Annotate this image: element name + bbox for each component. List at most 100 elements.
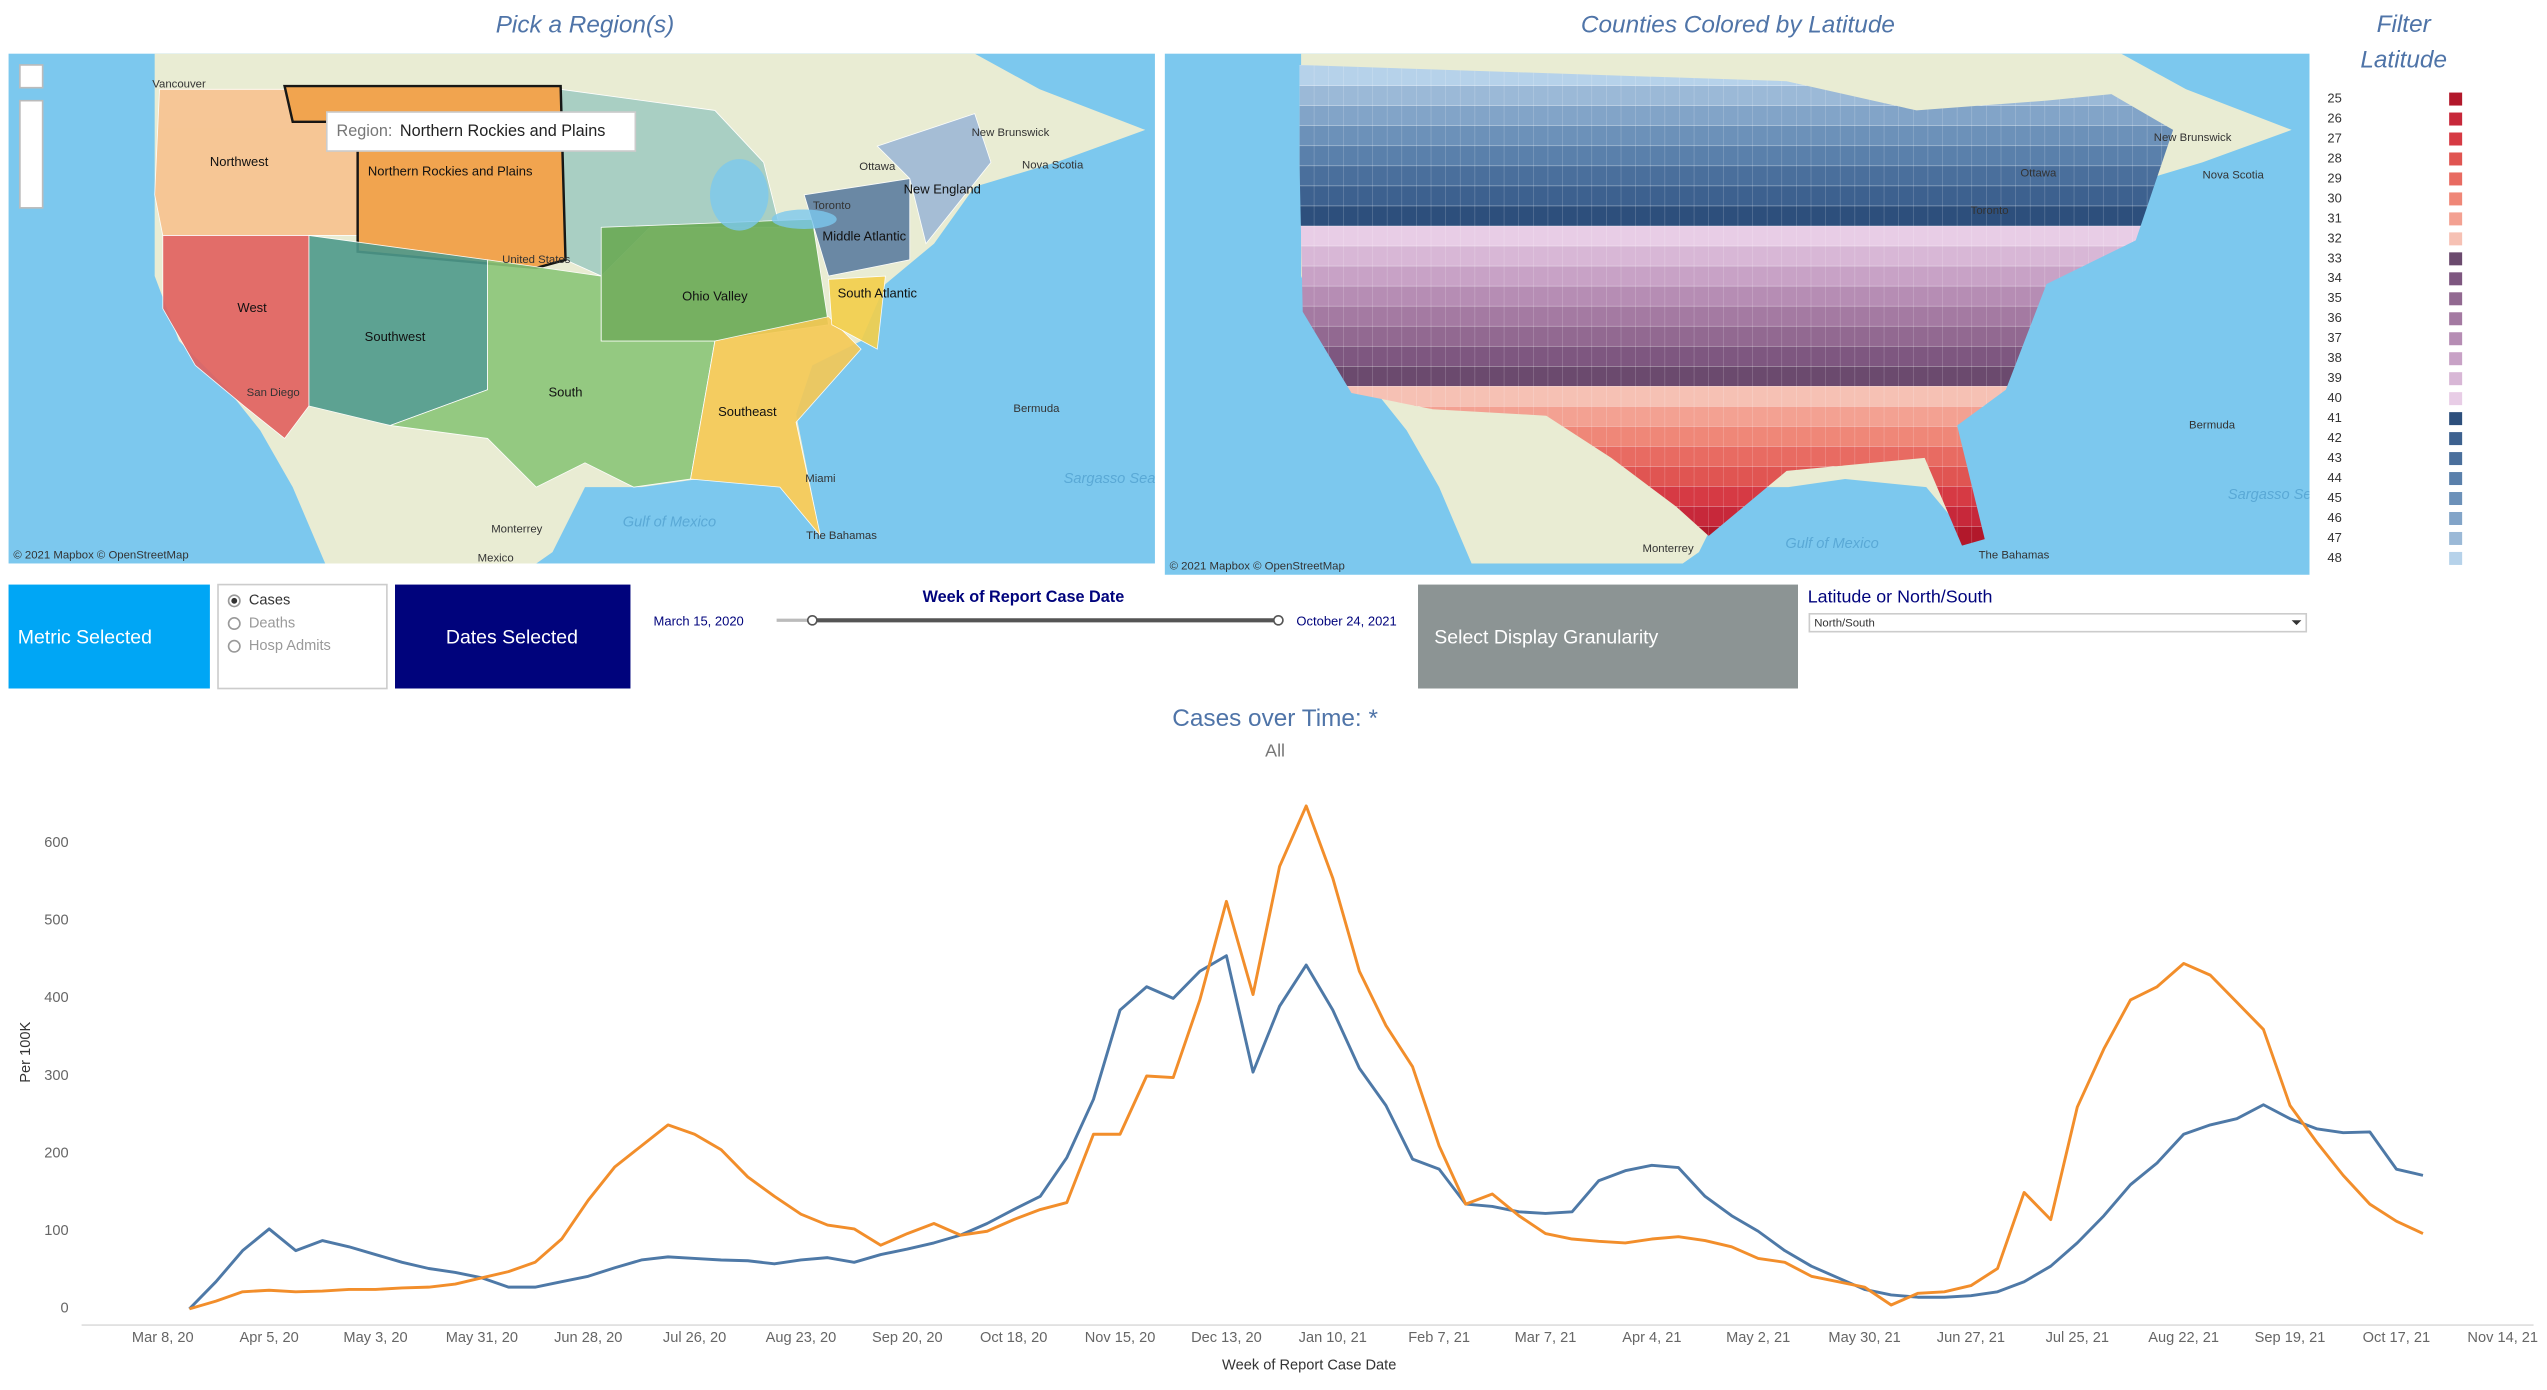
radio-label[interactable]: Hosp Admits [249, 638, 331, 654]
place-label: United States [502, 254, 571, 266]
map-toolbar[interactable] [19, 64, 44, 209]
region-label: West [237, 300, 267, 315]
latitude-label[interactable]: 27 [2327, 130, 2341, 145]
y-tick-label: 100 [44, 1223, 68, 1239]
latitude-label[interactable]: 41 [2327, 410, 2341, 425]
latitude-swatch[interactable] [2449, 92, 2463, 106]
x-tick-label: Jul 25, 21 [2046, 1330, 2109, 1346]
x-tick-label: May 30, 21 [1828, 1330, 1900, 1346]
place-label: Monterrey [1643, 543, 1694, 555]
radio-label[interactable]: Deaths [249, 615, 295, 631]
y-tick-label: 300 [44, 1068, 68, 1084]
dates-header [395, 584, 631, 689]
x-tick-label: Aug 22, 21 [2148, 1330, 2219, 1346]
place-label: Bermuda [2189, 419, 2236, 431]
radio-label[interactable]: Cases [249, 593, 290, 609]
x-tick-label: May 2, 21 [1726, 1330, 1790, 1346]
region[interactable] [828, 275, 886, 350]
latitude-swatch[interactable] [2449, 152, 2463, 166]
line-series [188, 804, 2424, 1311]
region[interactable] [600, 218, 830, 342]
latitude-label[interactable]: 29 [2327, 170, 2341, 185]
metric-radio-box [217, 583, 388, 690]
place-label: Gulf of Mexico [623, 515, 716, 531]
latitude-label[interactable]: 45 [2327, 490, 2341, 505]
left-map-title: Pick a Region(s) [496, 11, 675, 38]
latitude-swatch[interactable] [2449, 412, 2463, 426]
latitude-swatch[interactable] [2449, 332, 2463, 346]
latitude-label[interactable]: 48 [2327, 550, 2341, 565]
latitude-swatch[interactable] [2449, 452, 2463, 466]
latitude-swatch[interactable] [2449, 372, 2463, 386]
latitude-label[interactable]: 42 [2327, 430, 2341, 445]
latitude-swatch[interactable] [2449, 172, 2463, 186]
latitude-swatch[interactable] [2449, 551, 2463, 565]
latitude-label[interactable]: 33 [2327, 250, 2341, 265]
latitude-swatch[interactable] [2449, 432, 2463, 446]
x-tick-label: Oct 17, 21 [2363, 1330, 2430, 1346]
latitude-label[interactable]: 26 [2327, 110, 2341, 125]
latitude-swatch[interactable] [2449, 212, 2463, 226]
region[interactable] [876, 113, 992, 245]
latitude-label[interactable]: 30 [2327, 190, 2341, 205]
latitude-label[interactable]: 43 [2327, 450, 2341, 465]
slider-handle[interactable] [806, 614, 818, 626]
latitude-swatch[interactable] [2449, 392, 2463, 406]
search-button[interactable] [19, 64, 44, 89]
place-label: Ottawa [2020, 168, 2057, 180]
y-tick-label: 0 [60, 1301, 68, 1317]
latitude-label[interactable]: 32 [2327, 230, 2341, 245]
region-label: Ohio Valley [682, 289, 748, 304]
slider-handle[interactable] [1273, 614, 1284, 626]
latitude-label[interactable]: 37 [2327, 330, 2341, 345]
latitude-label[interactable]: 25 [2327, 90, 2341, 105]
latitude-label[interactable]: 39 [2327, 370, 2341, 385]
latitude-map[interactable]: New Brunswick Nova Scotia Ottawa Toronto Mon… [1164, 53, 2320, 575]
latitude-swatch[interactable] [2449, 352, 2463, 366]
latitude-label[interactable]: 46 [2327, 510, 2341, 525]
latitude-label[interactable]: 28 [2327, 150, 2341, 165]
latitude-swatch[interactable] [2449, 492, 2463, 506]
latitude-swatch[interactable] [2449, 472, 2463, 486]
latitude-swatch[interactable] [2449, 292, 2463, 306]
latitude-swatch[interactable] [2449, 232, 2463, 246]
radio-button[interactable] [227, 639, 241, 653]
radio-button[interactable] [227, 617, 241, 631]
dropdown[interactable] [1808, 612, 2308, 633]
chart-subtitle: All [1265, 741, 1285, 761]
latitude-swatch[interactable] [2449, 312, 2463, 326]
region-label: Northern Rockies and Plains [368, 164, 533, 179]
y-tick-label: 500 [44, 913, 68, 929]
latitude-swatch[interactable] [2449, 511, 2463, 525]
zoom-tools[interactable] [19, 99, 44, 209]
latitude-label[interactable]: 47 [2327, 530, 2341, 545]
latitude-swatch[interactable] [2449, 192, 2463, 206]
x-tick-label: Jan 10, 21 [1299, 1330, 1367, 1346]
latitude-label[interactable]: 38 [2327, 350, 2341, 365]
latitude-swatch[interactable] [2449, 252, 2463, 266]
x-tick-label: Apr 5, 20 [240, 1330, 299, 1346]
latitude-swatch[interactable] [2449, 112, 2463, 126]
region-label: South [549, 384, 583, 399]
x-axis-label: Week of Report Case Date [1222, 1358, 1396, 1374]
latitude-label[interactable]: 31 [2327, 210, 2341, 225]
region-label: Middle Atlantic [822, 229, 906, 244]
place-label: Nova Scotia [2203, 169, 2265, 181]
y-axis-label: Per 100K [18, 1022, 34, 1083]
latitude-swatch[interactable] [2449, 272, 2463, 286]
slider-start: March 15, 2020 [654, 613, 744, 628]
latitude-swatch[interactable] [2449, 531, 2463, 545]
latitude-label[interactable]: 44 [2327, 470, 2341, 485]
latitude-label[interactable]: 36 [2327, 310, 2341, 325]
x-tick-label: Dec 13, 20 [1191, 1330, 1262, 1346]
place-label: Sargasso Sea [1064, 471, 1156, 487]
dropdown-value[interactable]: North/South [1814, 618, 1875, 630]
latitude-label[interactable]: 35 [2327, 290, 2341, 305]
place-label: Ottawa [859, 161, 896, 173]
region[interactable] [803, 178, 911, 277]
latitude-label[interactable]: 34 [2327, 270, 2341, 285]
latitude-swatch[interactable] [2449, 132, 2463, 146]
right-map-title: Counties Colored by Latitude [1581, 11, 1895, 38]
latitude-label[interactable]: 40 [2327, 390, 2341, 405]
